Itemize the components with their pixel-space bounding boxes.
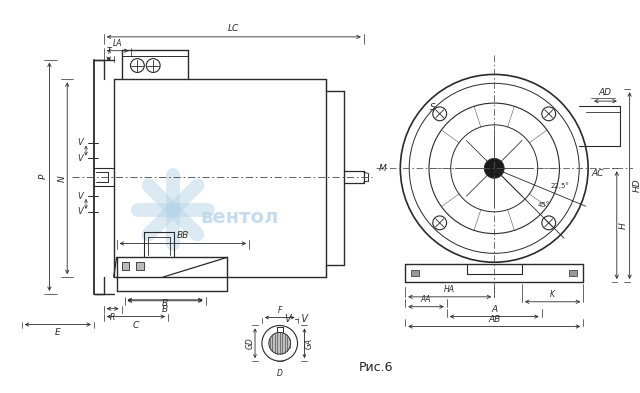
Text: LA: LA	[113, 39, 122, 48]
Text: E: E	[55, 329, 61, 338]
Text: P: P	[39, 174, 48, 180]
Bar	[136, 262, 144, 270]
Text: LC: LC	[228, 24, 239, 33]
Text: GA: GA	[305, 338, 314, 349]
Text: F: F	[278, 306, 282, 315]
Text: AA: AA	[420, 295, 431, 304]
Bar	[570, 270, 577, 276]
Text: B: B	[162, 299, 168, 308]
Text: AB: AB	[488, 314, 500, 323]
Text: V: V	[77, 208, 83, 216]
Text: V: V	[77, 138, 83, 147]
Circle shape	[484, 158, 504, 178]
Text: 22,5°: 22,5°	[551, 182, 570, 189]
Text: B: B	[162, 305, 168, 314]
Text: GD: GD	[246, 338, 255, 349]
Text: AD: AD	[599, 88, 612, 97]
Text: H: H	[619, 222, 628, 229]
Text: Рис.6: Рис.6	[358, 362, 393, 375]
Text: D: D	[276, 369, 283, 378]
Text: K: K	[550, 290, 555, 299]
Text: T: T	[106, 47, 111, 56]
Bar	[411, 270, 419, 276]
Text: R: R	[110, 313, 115, 321]
Text: M: M	[379, 164, 387, 173]
Text: V: V	[77, 154, 83, 163]
Text: N: N	[58, 175, 67, 182]
Bar	[122, 262, 129, 270]
Circle shape	[269, 332, 291, 354]
Text: V - V: V - V	[285, 314, 308, 323]
Text: A: A	[491, 305, 497, 314]
Text: C: C	[132, 321, 139, 330]
Text: 45°: 45°	[538, 202, 550, 208]
Text: V: V	[77, 191, 83, 200]
Text: S: S	[430, 103, 436, 112]
Text: BB: BB	[177, 231, 189, 241]
Text: AC: AC	[591, 169, 604, 178]
Text: HD: HD	[632, 179, 640, 193]
Text: HA: HA	[444, 285, 455, 294]
Text: вентол: вентол	[201, 208, 279, 227]
